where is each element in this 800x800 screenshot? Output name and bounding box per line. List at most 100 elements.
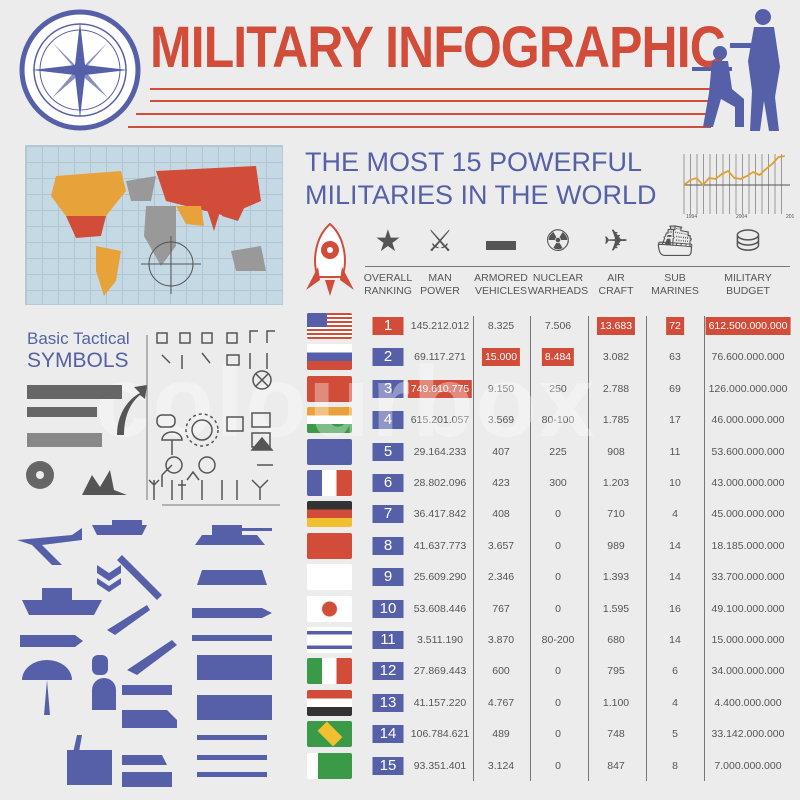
cell-sub: 72 bbox=[666, 317, 684, 335]
cell-rank: 5 bbox=[372, 442, 404, 461]
cell-sub: 14 bbox=[669, 634, 681, 646]
cell-budget: 18.185.000.000 bbox=[711, 539, 785, 552]
cell-manpower: 41.637.773 bbox=[413, 539, 467, 552]
cell-nuclear: 250 bbox=[549, 382, 567, 395]
column-header-nuclear: NUCLEAR WARHEADS bbox=[526, 272, 590, 298]
x-tick-label: 2014 bbox=[786, 214, 794, 220]
cell-manpower: 145.212.012 bbox=[410, 320, 470, 332]
flag-israel-icon bbox=[307, 627, 352, 653]
plane-icon bbox=[17, 528, 82, 565]
cell-sub: 16 bbox=[669, 602, 681, 615]
cell-manpower: 53.608.446 bbox=[413, 602, 467, 615]
column-divider bbox=[704, 316, 705, 781]
cell-manpower: 106.784.621 bbox=[410, 728, 470, 741]
column-divider bbox=[530, 316, 531, 781]
cell-budget: 15.000.000.000 bbox=[711, 634, 785, 646]
column-divider bbox=[588, 316, 589, 781]
cell-air: 748 bbox=[607, 728, 625, 741]
cell-sub: 14 bbox=[669, 539, 681, 552]
cell-rank: 14 bbox=[372, 725, 404, 744]
cell-air: 13.683 bbox=[596, 317, 636, 335]
divider bbox=[150, 100, 715, 102]
submarine-icon: ⛴ bbox=[655, 225, 695, 258]
cell-budget: 53.600.000.000 bbox=[711, 445, 785, 458]
cell-manpower: 28.802.096 bbox=[413, 477, 467, 489]
column-header-line-2: VEHICLES bbox=[475, 285, 527, 297]
cell-budget: 76.600.000.000 bbox=[711, 351, 785, 364]
column-header-line-1: MAN bbox=[428, 272, 452, 284]
cell-manpower: 25.609.290 bbox=[413, 571, 467, 584]
column-header-line-1: SUB bbox=[664, 272, 686, 284]
cell-sub: 17 bbox=[669, 414, 681, 427]
flag-china-icon bbox=[307, 375, 352, 402]
cell-manpower: 615.201.057 bbox=[410, 414, 470, 427]
column-divider bbox=[646, 316, 647, 781]
jet-icon: ✈ bbox=[603, 225, 629, 258]
cell-sub: 4 bbox=[672, 696, 678, 709]
cell-manpower: 69.117.271 bbox=[414, 351, 466, 364]
cell-rank: 8 bbox=[372, 536, 404, 555]
cell-armored: 600 bbox=[492, 665, 510, 678]
cell-rank: 2 bbox=[372, 348, 404, 367]
cell-nuclear: 7.506 bbox=[544, 320, 572, 332]
cell-armored: 3.569 bbox=[487, 414, 515, 427]
cell-air: 1.785 bbox=[602, 414, 630, 427]
column-header-line-2: WARHEADS bbox=[527, 285, 589, 297]
cell-air: 1.393 bbox=[602, 571, 630, 584]
cell-air: 908 bbox=[607, 445, 625, 458]
flag-france-icon bbox=[307, 470, 352, 496]
column-header-line-1: ARMORED bbox=[474, 272, 528, 284]
divider bbox=[128, 126, 711, 128]
cell-nuclear: 0 bbox=[555, 571, 561, 584]
column-header-line-2: BUDGET bbox=[726, 285, 770, 297]
cell-manpower: 93.351.401 bbox=[413, 759, 467, 772]
cell-budget: 33.700.000.000 bbox=[711, 571, 785, 584]
cell-armored: 4.767 bbox=[487, 696, 515, 709]
column-header-sub: SUB MARINES bbox=[643, 272, 707, 298]
rocket-icon bbox=[306, 222, 354, 296]
cell-budget: 46.000.000.000 bbox=[711, 414, 785, 427]
column-header-manpower: MAN POWER bbox=[408, 272, 472, 298]
cell-sub: 6 bbox=[672, 665, 678, 678]
cell-nuclear: 0 bbox=[555, 539, 561, 552]
flag-egypt-icon bbox=[307, 689, 352, 716]
cell-sub: 4 bbox=[672, 508, 678, 521]
x-tick-label: 2004 bbox=[736, 214, 747, 220]
cell-sub: 8 bbox=[672, 759, 678, 772]
cell-rank: 7 bbox=[372, 505, 404, 524]
cell-armored: 15.000 bbox=[481, 348, 521, 367]
column-header-rank: OVERALL RANKING bbox=[356, 272, 420, 298]
column-header-line-1: AIR bbox=[607, 272, 625, 284]
flag-turkey-icon bbox=[307, 532, 352, 559]
flag-pakistan-icon bbox=[307, 752, 352, 779]
divider bbox=[150, 88, 715, 90]
cell-armored: 407 bbox=[492, 445, 510, 458]
page-title: MILITARY INFOGRAPHIC bbox=[150, 15, 726, 80]
cell-nuclear: 0 bbox=[555, 508, 561, 521]
flag-brazil-icon bbox=[307, 721, 352, 748]
column-header-line-2: POWER bbox=[420, 285, 460, 297]
cell-armored: 767 bbox=[492, 602, 510, 615]
column-header-air: AIR CRAFT bbox=[584, 272, 648, 298]
cell-nuclear: 80-200 bbox=[541, 634, 575, 646]
column-header-armored: ARMORED VEHICLES bbox=[469, 272, 533, 298]
symbols-title: Basic Tactical SYMBOLS bbox=[27, 328, 130, 372]
cell-rank: 1 bbox=[372, 317, 404, 335]
cell-armored: 423 bbox=[492, 477, 510, 489]
cell-air: 1.100 bbox=[602, 696, 630, 709]
cell-armored: 3.124 bbox=[487, 759, 515, 772]
cell-nuclear: 0 bbox=[555, 602, 561, 615]
cell-sub: 11 bbox=[669, 445, 681, 458]
cell-rank: 13 bbox=[372, 693, 404, 712]
column-header-budget: MILITARY BUDGET bbox=[716, 272, 780, 298]
cell-budget: 33.142.000.000 bbox=[711, 728, 785, 741]
cell-air: 710 bbox=[607, 508, 625, 521]
star-icon: ★ bbox=[374, 225, 402, 258]
cell-sub: 69 bbox=[669, 382, 681, 395]
cell-armored: 3.657 bbox=[487, 539, 515, 552]
cell-nuclear: 300 bbox=[549, 477, 567, 489]
flag-russia-icon bbox=[307, 344, 352, 371]
cell-air: 1.203 bbox=[602, 477, 630, 489]
cell-rank: 3 bbox=[372, 379, 404, 398]
world-map bbox=[25, 145, 283, 305]
